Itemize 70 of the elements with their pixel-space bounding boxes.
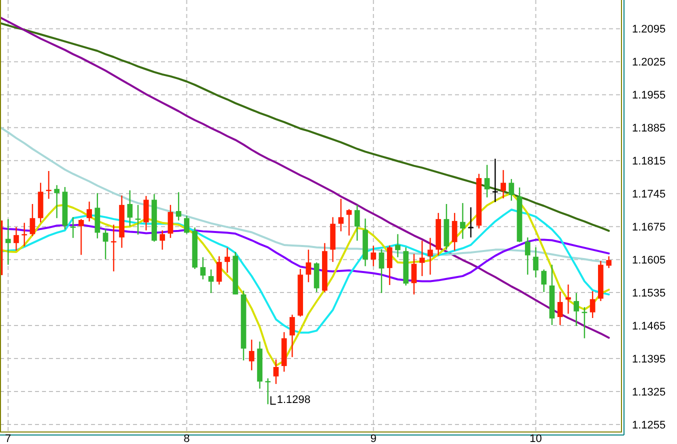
candlestick (54, 184, 60, 219)
candlestick (484, 164, 490, 198)
candlestick (200, 256, 206, 280)
candlestick (22, 222, 28, 247)
candlestick (541, 268, 547, 293)
candlestick (102, 228, 108, 260)
candlestick (168, 204, 174, 239)
candlestick (30, 203, 36, 237)
candlestick (411, 253, 417, 296)
candlestick (110, 224, 116, 272)
candlestick (78, 218, 84, 256)
x-tick-label: 8 (184, 433, 190, 444)
candlestick (135, 204, 141, 236)
line-series (0, 22, 610, 232)
candlestick (419, 240, 425, 277)
y-tick-label: 1.1255 (632, 419, 666, 432)
x-tick-label: 9 (370, 433, 376, 444)
candlestick (508, 178, 514, 202)
y-tick-label: 1.2095 (632, 24, 666, 36)
y-tick-label: 1.1535 (632, 287, 666, 300)
candlestick (160, 230, 166, 250)
y-tick-label: 1.1815 (632, 155, 666, 168)
y-tick-label: 1.1395 (632, 353, 666, 366)
candlestick (248, 339, 254, 371)
line-series (0, 208, 610, 334)
y-tick-label: 1.1885 (632, 122, 666, 135)
candlestick (14, 226, 19, 252)
candlestick (5, 218, 11, 266)
candlestick (606, 256, 612, 269)
y-tick-label: 1.1325 (632, 386, 666, 398)
y-tick-label: 1.1955 (632, 90, 666, 102)
candlestick (176, 192, 182, 222)
candlestick (216, 256, 222, 286)
candlestick (557, 291, 563, 326)
candlestick (70, 216, 76, 239)
y-tick-label: 1.1745 (632, 188, 666, 200)
candlestick (428, 237, 433, 276)
candlestick (452, 212, 458, 252)
candlestick (386, 244, 392, 286)
y-tick-label: 1.1605 (632, 254, 666, 266)
candlestick (533, 246, 538, 278)
candlestick (395, 234, 400, 258)
candlestick (86, 201, 92, 222)
annotation: 1.1298 (276, 394, 311, 406)
y-tick-label: 1.1465 (632, 320, 666, 332)
candlestick (574, 292, 580, 327)
candlestick (460, 202, 466, 240)
y-tick-label: 1.2025 (632, 56, 666, 69)
x-tick-label: 7 (5, 433, 12, 444)
candlestick (208, 268, 214, 294)
y-tick-label: 1.1675 (632, 221, 666, 234)
candlestick (338, 198, 344, 232)
candlestick (306, 249, 312, 283)
candlestick (378, 248, 384, 294)
candlestick (524, 236, 530, 276)
x-tick-label: 10 (530, 433, 542, 444)
candlestick (273, 358, 279, 385)
candlestick (590, 290, 596, 319)
candlestick (500, 169, 506, 199)
line-series (0, 16, 610, 339)
candlestick (290, 314, 295, 358)
candlestick (127, 190, 133, 227)
candlestick (468, 206, 474, 238)
candlestick (346, 208, 352, 236)
candlestick (354, 204, 360, 242)
candlestick (184, 215, 190, 234)
candlestick (143, 195, 149, 231)
candlestick (224, 247, 230, 274)
candlestick (265, 378, 271, 405)
candlestick (370, 245, 376, 267)
